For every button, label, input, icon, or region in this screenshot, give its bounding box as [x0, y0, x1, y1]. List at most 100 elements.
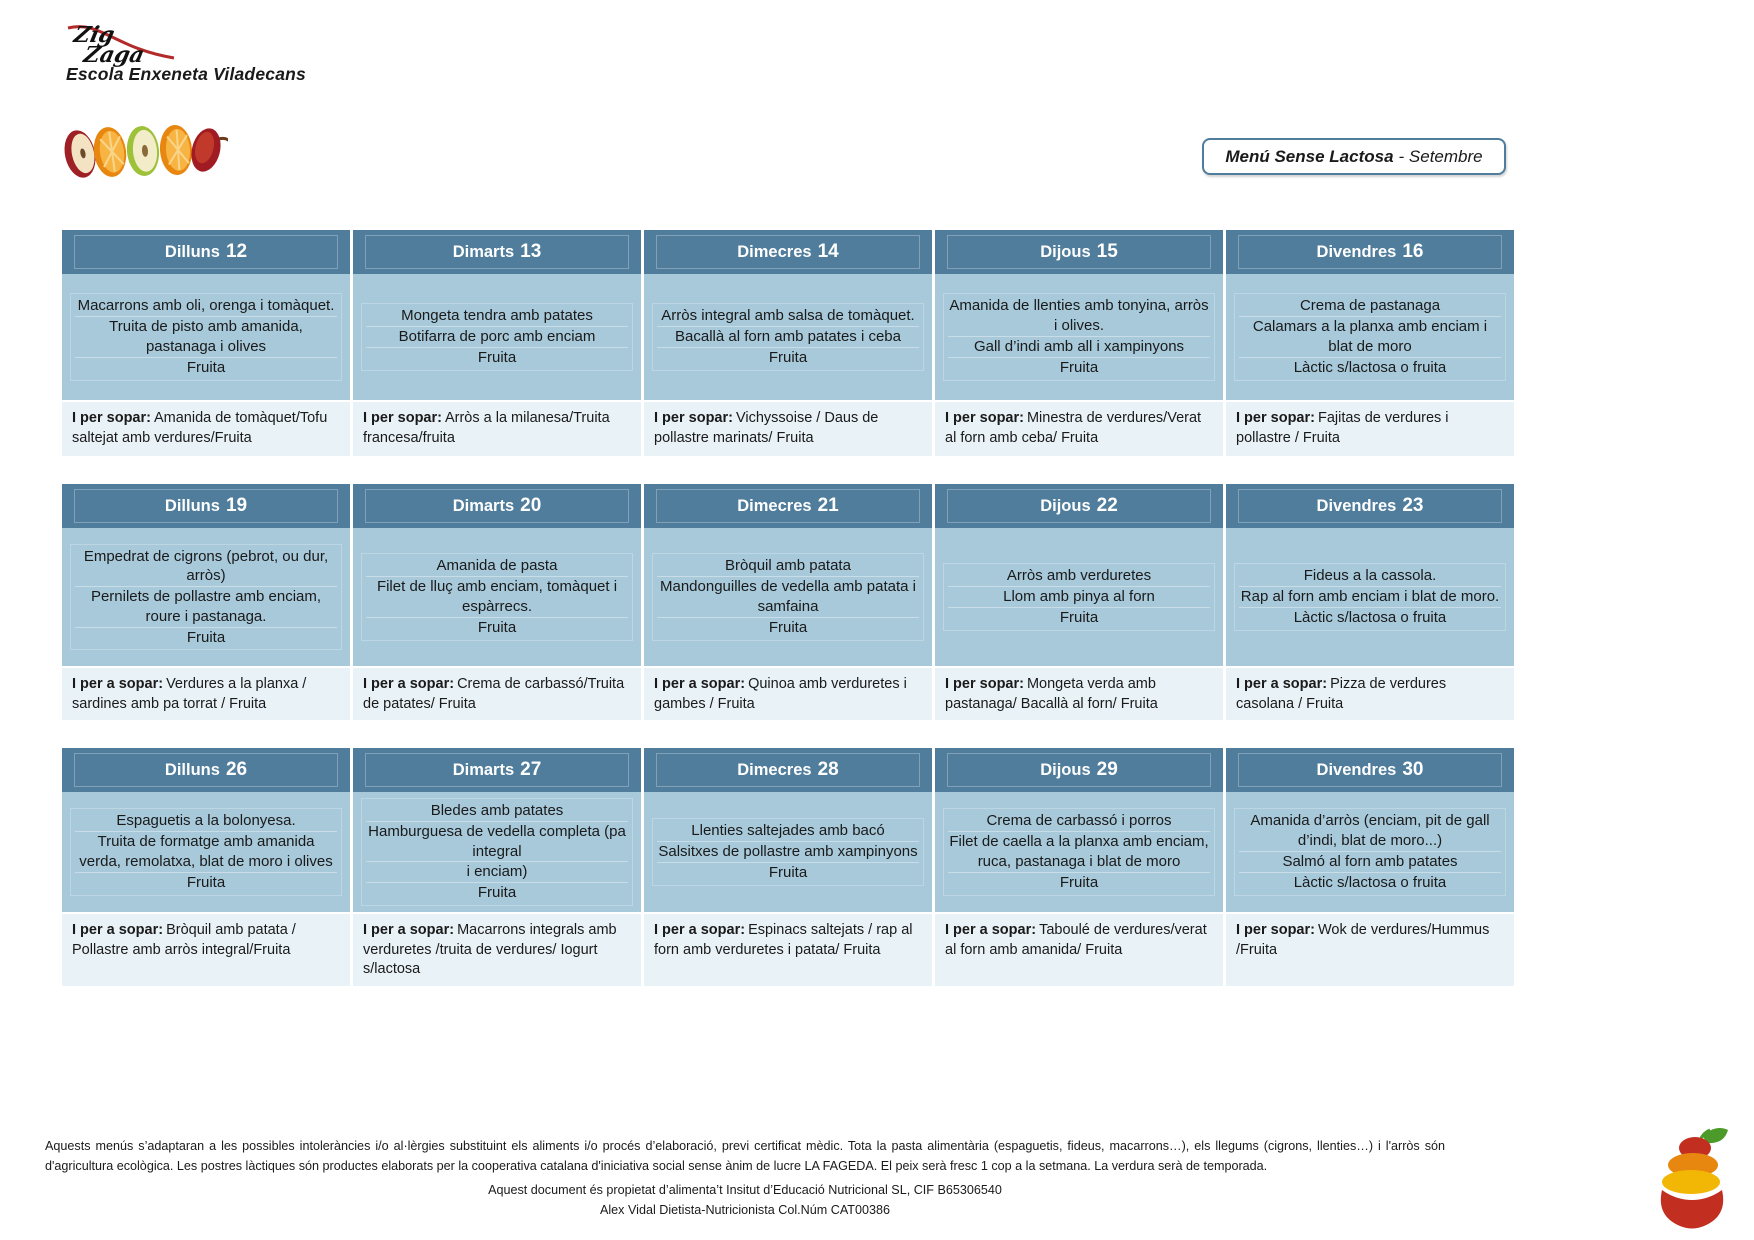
day-name: Divendres: [1316, 496, 1397, 515]
day-name: Dimarts: [452, 242, 515, 261]
dinner-cell: I per a sopar: Quinoa amb verduretes i ga…: [644, 668, 932, 720]
disclaimer-text: Aquests menús s’adaptaran a les possible…: [45, 1139, 1445, 1174]
day-header: Dilluns 19: [62, 484, 350, 528]
lunch-item: Espaguetis a la bolonyesa.: [116, 812, 296, 830]
dinner-text: Verdures a la planxa / sardines amb pa t…: [72, 676, 307, 712]
day-name: Dimarts: [452, 496, 515, 515]
day-column: Dimecres 14 Arròs integral amb salsa de to…: [644, 230, 932, 456]
lunch-menu: Macarrons amb oli, orenga i tomàquet. Tru…: [70, 293, 342, 381]
day-name: Dilluns: [164, 760, 220, 779]
lunch-item: Fruita: [657, 616, 919, 638]
day-column: Divendres 23 Fideus a la cassola. Rap al fo…: [1226, 484, 1514, 720]
lunch-item: Bròquil amb patata: [725, 557, 851, 575]
day-column: Dimarts 20 Amanida de pasta Filet de lluç a…: [353, 484, 641, 720]
lunch-item: Salsitxes de pollastre amb xampinyons: [657, 841, 919, 861]
lunch-item: Mongeta tendra amb patates: [401, 307, 593, 325]
day-name: Dimecres: [737, 496, 812, 515]
dinner-cell: I per sopar: Arròs a la milanesa/Truita f…: [353, 402, 641, 456]
day-name: Divendres: [1316, 760, 1397, 779]
dinner-label: I per sopar:: [945, 676, 1024, 692]
day-name: Dilluns: [164, 242, 220, 261]
lunch-item: Botifarra de porc amb enciam: [366, 326, 628, 347]
day-date: 28: [817, 759, 839, 780]
dinner-text: Mongeta verda amb pastanaga/ Bacallà al …: [945, 676, 1158, 712]
day-date: 21: [817, 495, 839, 516]
dinner-text: Minestra de verdures/Verat al forn amb c…: [945, 410, 1202, 446]
day-header: Dijous 15: [935, 230, 1223, 274]
dinner-text: Quinoa amb verduretes i gambes / Fruita: [654, 676, 907, 712]
dinner-text: Pizza de verdures casolana / Fruita: [1236, 676, 1447, 712]
dinner-label: I per sopar:: [654, 410, 733, 426]
menu-title: Menú Sense Lactosa: [1225, 146, 1394, 166]
lunch-item: Fruita: [948, 606, 1210, 628]
day-header: Dimarts 27: [353, 748, 641, 792]
day-name: Dimecres: [737, 760, 812, 779]
day-name: Dilluns: [164, 496, 220, 515]
day-name: Dijous: [1040, 242, 1091, 261]
lunch-cell: Amanida de llenties amb tonyina, arròs i…: [935, 274, 1223, 400]
day-column: Dijous 15 Amanida de llenties amb tonyina,…: [935, 230, 1223, 456]
fruit-strip-image: [58, 118, 234, 187]
lunch-item: Macarrons amb oli, orenga i tomàquet.: [77, 297, 335, 315]
day-header: Divendres 23: [1226, 484, 1514, 528]
week-table-3: Dilluns 26 Espaguetis a la bolonyesa. Truit…: [62, 748, 1514, 986]
day-date: 13: [520, 241, 542, 262]
dinner-text: Vichyssoise / Daus de pollastre marinats…: [654, 410, 879, 446]
day-header: Divendres 16: [1226, 230, 1514, 274]
day-header: Dilluns 12: [62, 230, 350, 274]
lunch-item: Pernilets de pollastre amb enciam, roure…: [75, 586, 337, 627]
dinner-cell: I per sopar: Minestra de verdures/Verat a…: [935, 402, 1223, 456]
lunch-item: Crema de carbassó i porros: [986, 812, 1172, 830]
lunch-item: Amanida de llenties amb tonyina, arròs i…: [949, 297, 1209, 335]
lunch-item: Làctic s/lactosa o fruita: [1239, 606, 1501, 628]
zigzaga-logo-graphic: Zig Zaga: [67, 22, 175, 68]
lunch-item: Crema de pastanaga: [1299, 297, 1441, 315]
lunch-item: Arròs amb verduretes: [1006, 567, 1152, 585]
dinner-cell: I per sopar: Fajitas de verdures i pollas…: [1226, 402, 1514, 456]
lunch-item: Hamburguesa de vedella completa (pa inte…: [366, 820, 628, 862]
school-name: Escola Enxeneta Viladecans: [66, 64, 306, 84]
logo-text-top: Zig: [71, 22, 117, 48]
dinner-text: Bròquil amb patata / Pollastre amb arròs…: [72, 922, 296, 958]
dinner-label: I per a sopar:: [72, 676, 164, 692]
day-column: Dimarts 27 Bledes amb patates Hamburguesa d…: [353, 748, 641, 986]
dinner-label: I per a sopar:: [654, 922, 746, 938]
day-column: Dimecres 28 Llenties saltejades amb bacó Sa…: [644, 748, 932, 986]
day-date: 23: [1402, 495, 1424, 516]
day-date: 14: [817, 241, 839, 262]
ownership-text: Aquest document és propietat d’alimenta’…: [488, 1183, 1002, 1198]
day-column: Dimarts 13 Mongeta tendra amb patates Botif…: [353, 230, 641, 456]
lunch-cell: Crema de carbassó i porros Filet de caell…: [935, 792, 1223, 912]
dinner-label: I per sopar:: [1236, 922, 1315, 938]
lunch-item: Rap al forn amb enciam i blat de moro.: [1239, 586, 1501, 606]
lunch-menu: Bròquil amb patata Mandonguilles de vedel…: [652, 553, 924, 641]
day-column: Dijous 29 Crema de carbassó i porros Filet …: [935, 748, 1223, 986]
dinner-text: Arròs a la milanesa/Truita francesa/frui…: [363, 410, 610, 446]
week-table-2: Dilluns 19 Empedrat de cigrons (pebrot, ou…: [62, 484, 1514, 720]
day-header: Dimecres 21: [644, 484, 932, 528]
day-header: Dijous 22: [935, 484, 1223, 528]
day-name: Dijous: [1040, 760, 1091, 779]
lunch-item: Fruita: [75, 871, 337, 893]
dinner-text: Crema de carbassó/Truita de patates/ Fru…: [363, 676, 625, 712]
lunch-item: Amanida d’arròs (enciam, pit de gall d’i…: [1250, 812, 1490, 850]
lunch-menu: Crema de carbassó i porros Filet de caell…: [943, 808, 1215, 896]
dinner-label: I per sopar:: [72, 410, 151, 426]
day-header: Dijous 29: [935, 748, 1223, 792]
lunch-item: Bledes amb patates: [430, 802, 564, 819]
dinner-label: I per a sopar:: [72, 922, 164, 938]
day-header: Dimecres 14: [644, 230, 932, 274]
dinner-text: Macarrons integrals amb verduretes /trui…: [363, 922, 617, 978]
day-date: 22: [1096, 495, 1118, 516]
dinner-cell: I per sopar: Vichyssoise / Daus de pollas…: [644, 402, 932, 456]
lunch-item: Fruita: [657, 346, 919, 368]
zigzaga-logo: Zig Zaga: [62, 18, 182, 75]
lunch-menu: Amanida d’arròs (enciam, pit de gall d’i…: [1234, 808, 1506, 896]
lunch-cell: Bròquil amb patata Mandonguilles de vedel…: [644, 528, 932, 666]
dinner-cell: I per sopar: Mongeta verda amb pastanaga/…: [935, 668, 1223, 720]
lunch-item: Truita de formatge amb amanida verda, re…: [75, 831, 337, 872]
dinner-cell: I per a sopar: Bròquil amb patata / Polla…: [62, 914, 350, 986]
fruit-stack-icon: [1660, 1128, 1728, 1229]
day-column: Divendres 30 Amanida d’arròs (enciam, pit …: [1226, 748, 1514, 986]
